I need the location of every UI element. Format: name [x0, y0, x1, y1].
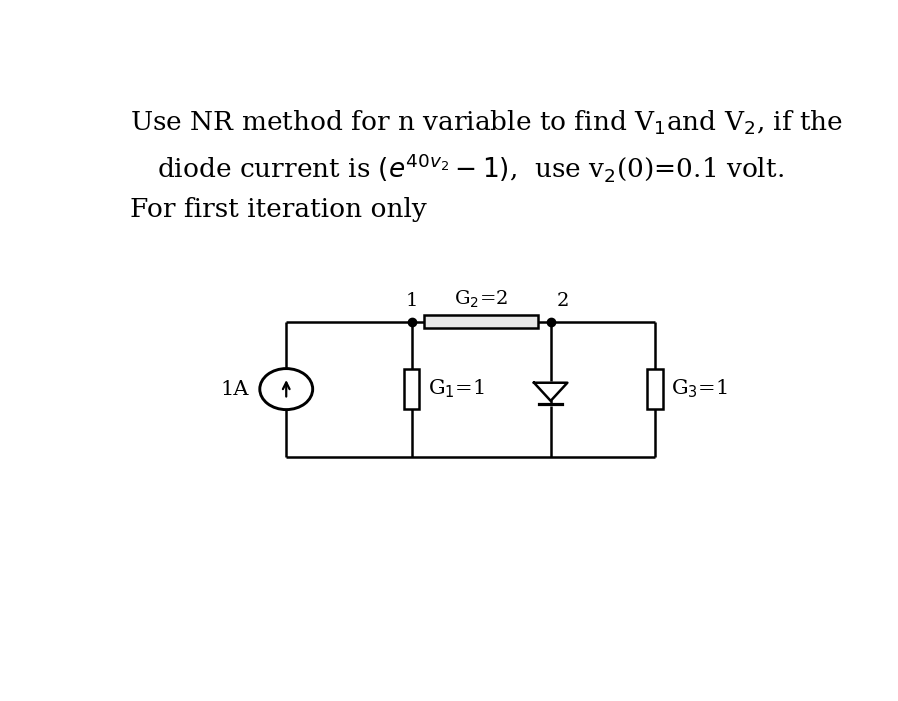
Bar [647, 369, 663, 409]
Bar [424, 315, 538, 328]
Text: G$_2$=2: G$_2$=2 [454, 288, 508, 310]
Circle shape [260, 369, 313, 409]
Text: G$_3$=1: G$_3$=1 [671, 378, 727, 400]
Text: G$_1$=1: G$_1$=1 [427, 378, 484, 400]
Polygon shape [534, 383, 568, 401]
Text: 2: 2 [557, 292, 569, 310]
Text: For first iteration only: For first iteration only [129, 198, 427, 222]
Text: 1A: 1A [221, 379, 250, 399]
Text: Use NR method for n variable to find V$_1$and V$_2$, if the: Use NR method for n variable to find V$_… [129, 109, 843, 137]
Text: 1: 1 [405, 292, 418, 310]
Text: diode current is $(e^{40v_2} - 1)$,  use v$_2$(0)=0.1 volt.: diode current is $(e^{40v_2} - 1)$, use … [157, 151, 784, 184]
Bar [404, 369, 419, 409]
